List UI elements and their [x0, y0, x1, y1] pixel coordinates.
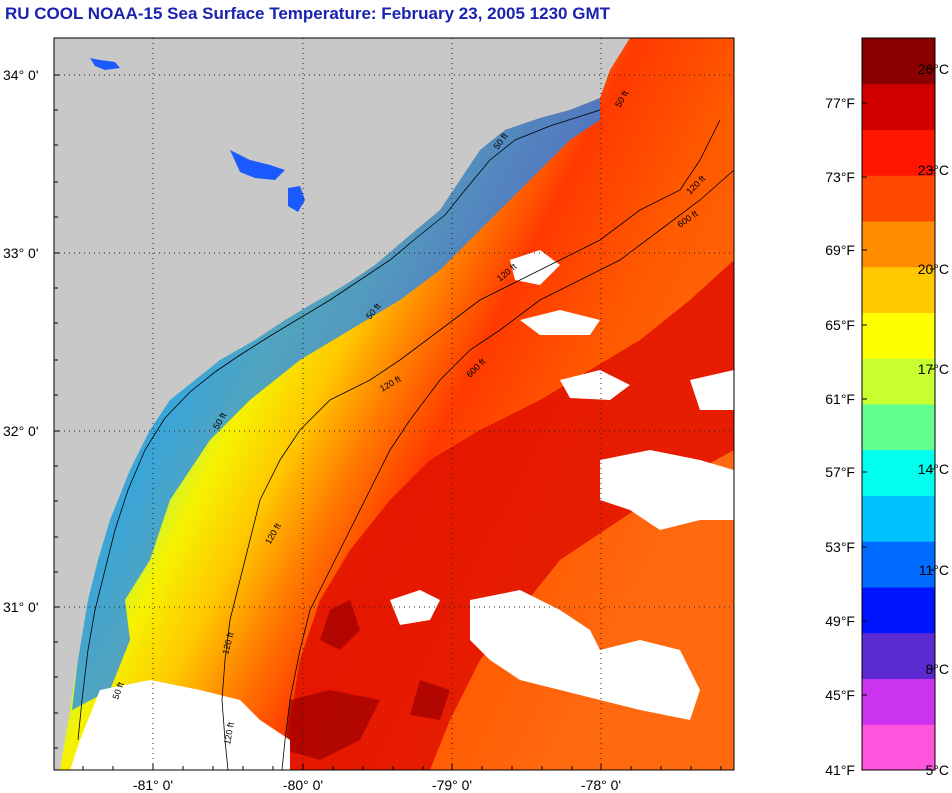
- bathymetry-contours: [77, 109, 734, 770]
- colorbar-f-label: 69°F: [825, 242, 855, 258]
- colorbar-f-label: 61°F: [825, 391, 855, 407]
- colorbar-c-label: 23°C: [918, 162, 949, 178]
- colorbar-band: [862, 312, 935, 359]
- colorbar-c-label: 8°C: [926, 661, 950, 677]
- colorbar-c-label: 17°C: [918, 361, 949, 377]
- colorbar-band: [862, 266, 935, 313]
- colorbar-c-label: 11°C: [919, 562, 949, 578]
- colorbar-f-label: 65°F: [825, 317, 855, 333]
- colorbar-f-label: 53°F: [825, 539, 855, 555]
- colorbar-band: [862, 404, 935, 451]
- inland-lake: [90, 58, 305, 212]
- colorbar-c-label: 26°C: [918, 61, 949, 77]
- colorbar-c-label: 5°C: [926, 762, 950, 778]
- colorbar-f-label: 45°F: [825, 687, 855, 703]
- colorbar-band: [862, 678, 935, 725]
- colorbar-f-label: 73°F: [825, 169, 855, 185]
- colorbar: 77°F 73°F 69°F 65°F 61°F 57°F 53°F 49°F …: [825, 37, 950, 778]
- colorbar-f-label: 77°F: [825, 95, 855, 111]
- ocean-area: [60, 38, 734, 770]
- colorbar-band: [862, 449, 935, 496]
- colorbar-f-label: 49°F: [825, 613, 855, 629]
- map-title: RU COOL NOAA-15 Sea Surface Temperature:…: [5, 4, 610, 23]
- lon-label: -80° 0': [283, 777, 323, 793]
- colorbar-band: [862, 495, 935, 542]
- colorbar-bands: [862, 38, 935, 771]
- colorbar-c-label: 20°C: [918, 261, 949, 277]
- colorbar-band: [862, 632, 935, 679]
- colorbar-band: [862, 541, 935, 588]
- colorbar-band: [862, 587, 935, 634]
- cloud-cover: [70, 250, 734, 770]
- colorbar-f-label: 57°F: [825, 464, 855, 480]
- colorbar-c-label: 14°C: [918, 461, 949, 477]
- graticule: [54, 38, 734, 770]
- map-frame: [53, 37, 735, 771]
- nearshore-cool-band: [72, 98, 600, 710]
- colorbar-f-label: 41°F: [825, 762, 855, 778]
- map-ticks: [54, 74, 722, 770]
- colorbar-frame: [861, 37, 936, 771]
- gulf-stream-dark-core: [285, 600, 450, 760]
- colorbar-band: [862, 358, 935, 405]
- colorbar-band: [862, 724, 935, 771]
- contour-label: 120 ft: [222, 721, 236, 745]
- lon-label: -81° 0': [133, 777, 173, 793]
- colorbar-band: [862, 221, 935, 268]
- colorbar-band: [862, 38, 935, 85]
- lat-label: 32° 0': [3, 423, 39, 439]
- lat-label: 34° 0': [3, 67, 39, 83]
- colorbar-band: [862, 175, 935, 222]
- colorbar-band: [862, 129, 935, 176]
- lat-label: 31° 0': [3, 599, 39, 615]
- colorbar-band: [862, 83, 935, 130]
- lon-label: -79° 0': [432, 777, 472, 793]
- lon-label: -78° 0': [581, 777, 621, 793]
- lat-label: 33° 0': [3, 245, 39, 261]
